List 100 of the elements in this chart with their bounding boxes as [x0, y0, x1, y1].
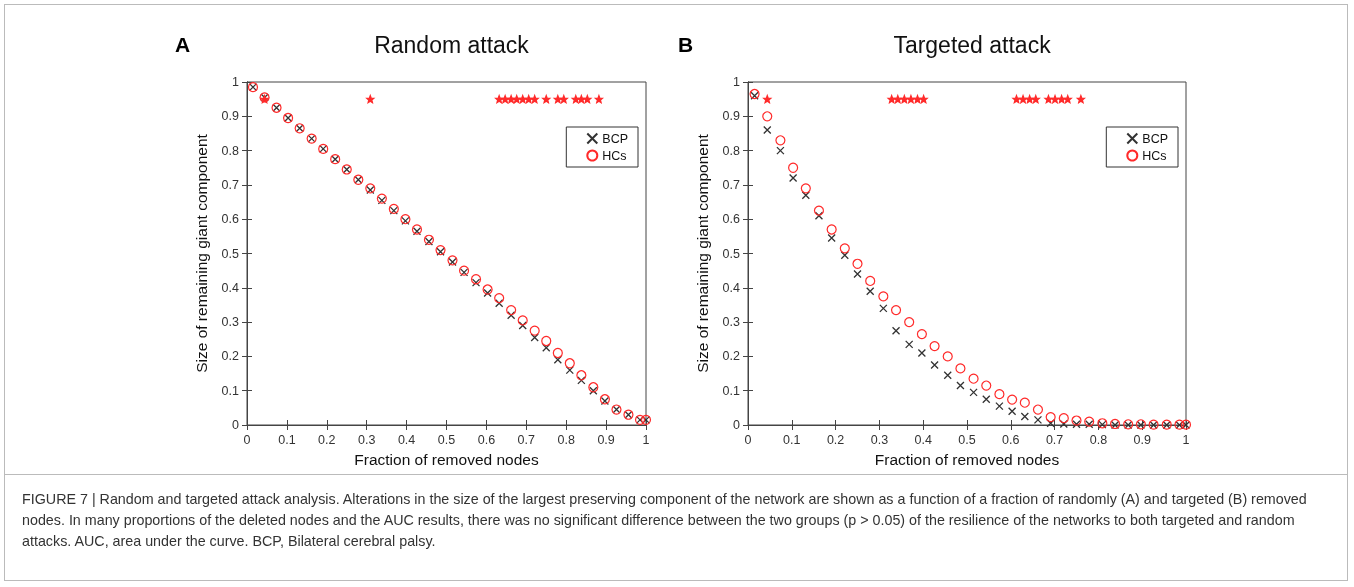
- point: [1020, 412, 1029, 421]
- caption: FIGURE 7 | Random and targeted attack analysis. Alterations in the size of the largest preserving component of the network are shown as a function of a fraction of randomly (A) and targeted (B) removed nodes. In many proportions of the deleted nodes and the AUC results, there was no significant difference between the two groups (p > 0.05) of the resilience of the networks to both targeted and random attacks. AUC, area under the curve. BCP, Bilateral cerebral palsy.: [22, 490, 1308, 551]
- point: [763, 125, 772, 135]
- x-tick-label: 0.3: [870, 432, 889, 447]
- point: [518, 95, 527, 104]
- y-tick-label: 0.5: [722, 246, 741, 261]
- point: [852, 258, 863, 269]
- y-tick-label: 1: [733, 75, 741, 89]
- point: [494, 292, 505, 304]
- x-tick-label: 0.7: [517, 432, 536, 447]
- point: [1071, 415, 1082, 426]
- point: [827, 233, 836, 243]
- y-tick-label: 0.8: [722, 143, 741, 158]
- x-tick-label: 0.7: [1045, 432, 1064, 447]
- x-axis-title: Fraction of removed nodes: [354, 450, 539, 468]
- point: [559, 95, 568, 104]
- point: [518, 321, 527, 330]
- y-tick-label: 0.2: [221, 349, 240, 364]
- point: [1057, 95, 1066, 104]
- point: [995, 401, 1004, 411]
- point: [839, 243, 850, 254]
- x-tick-label: 1: [642, 432, 650, 447]
- point: [524, 95, 533, 104]
- chart-title: Random attack: [374, 31, 530, 58]
- point: [788, 173, 798, 183]
- point: [577, 95, 586, 104]
- x-tick-label: 0: [744, 432, 752, 447]
- point: [588, 382, 599, 393]
- point: [930, 360, 939, 370]
- x-tick-label: 0.6: [1002, 432, 1020, 447]
- point: [891, 326, 901, 335]
- y-tick-label: 0: [232, 418, 240, 432]
- y-tick-label: 0.9: [722, 109, 741, 124]
- point: [1018, 95, 1028, 104]
- point: [814, 211, 824, 220]
- point: [530, 95, 539, 104]
- point: [553, 95, 562, 104]
- point: [1044, 95, 1053, 104]
- point: [501, 95, 510, 104]
- point: [982, 395, 991, 404]
- y-tick-label: 0.6: [722, 212, 741, 227]
- x-tick-label: 0.2: [318, 432, 336, 447]
- x-tick-label: 0.4: [397, 432, 416, 447]
- point: [776, 146, 785, 155]
- point: [1007, 394, 1018, 405]
- point: [565, 365, 574, 375]
- point: [762, 111, 773, 122]
- point: [943, 371, 952, 380]
- point: [813, 205, 825, 216]
- point: [517, 315, 528, 326]
- point: [366, 95, 375, 104]
- y-tick-label: 0.9: [221, 109, 240, 124]
- point: [542, 95, 551, 104]
- point: [917, 348, 927, 358]
- y-tick-label: 0.1: [221, 383, 240, 398]
- y-tick-label: 0.3: [221, 315, 240, 330]
- point: [763, 95, 772, 104]
- x-tick-label: 0.9: [1133, 432, 1151, 447]
- x-tick-label: 0.2: [826, 432, 845, 447]
- legend-label: HCs: [602, 148, 627, 163]
- point: [1019, 397, 1030, 408]
- legend-label: HCs: [1142, 148, 1167, 163]
- y-axis-title: Size of remaining giant component: [192, 133, 210, 373]
- y-tick-label: 0.6: [221, 212, 240, 227]
- point: [1031, 95, 1040, 104]
- y-tick-label: 0.2: [722, 349, 741, 364]
- x-tick-label: 0.8: [557, 432, 575, 447]
- point: [788, 162, 799, 173]
- y-tick-label: 0.1: [722, 383, 741, 398]
- y-tick-label: 0.8: [221, 143, 240, 158]
- point: [904, 317, 915, 328]
- point: [916, 329, 927, 340]
- point: [866, 287, 875, 296]
- point: [506, 305, 517, 316]
- point: [552, 347, 563, 359]
- point: [942, 351, 953, 362]
- point: [878, 291, 889, 302]
- y-tick-label: 0.7: [221, 177, 240, 192]
- y-tick-label: 1: [232, 75, 240, 89]
- point: [483, 288, 492, 298]
- text: A: [175, 33, 191, 57]
- point: [482, 284, 493, 295]
- point: [900, 95, 909, 104]
- point: [1084, 416, 1095, 427]
- x-tick-label: 0.6: [477, 432, 496, 447]
- chart-title: Targeted attack: [893, 31, 1052, 58]
- legend-label: BCP: [602, 131, 628, 146]
- point: [471, 278, 481, 287]
- point: [1046, 419, 1055, 428]
- y-tick-label: 0.4: [221, 280, 240, 295]
- point: [1032, 404, 1044, 415]
- point: [577, 376, 586, 385]
- point: [890, 305, 902, 316]
- x-tick-label: 0.1: [783, 432, 801, 447]
- point: [893, 95, 902, 104]
- point: [506, 95, 516, 104]
- point: [1025, 95, 1034, 104]
- point: [913, 95, 922, 104]
- point: [553, 355, 562, 364]
- point: [1007, 407, 1017, 416]
